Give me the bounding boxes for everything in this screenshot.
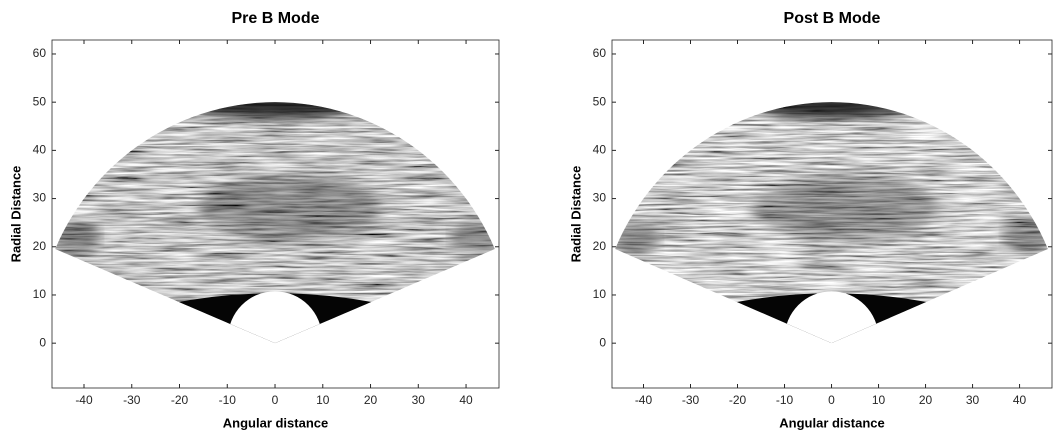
y-tick-label: 50 bbox=[593, 94, 607, 108]
x-tick-label: 20 bbox=[364, 393, 378, 407]
ultrasound-image bbox=[615, 102, 1048, 344]
x-tick-label: -30 bbox=[123, 393, 141, 407]
x-tick-label: -30 bbox=[682, 393, 700, 407]
y-tick-label: 0 bbox=[599, 335, 606, 349]
x-tick-label: -20 bbox=[171, 393, 189, 407]
x-tick-label: 40 bbox=[1013, 393, 1027, 407]
y-tick-label: 10 bbox=[33, 287, 47, 301]
side-shadow bbox=[450, 219, 495, 256]
x-tick-label: 10 bbox=[872, 393, 886, 407]
x-axis-label: Angular distance bbox=[223, 415, 328, 430]
side-shadow bbox=[615, 219, 660, 256]
x-tick-label: -40 bbox=[75, 393, 93, 407]
y-tick-label: 50 bbox=[33, 94, 47, 108]
lesion bbox=[198, 174, 381, 242]
x-tick-label: -10 bbox=[219, 393, 237, 407]
top-shadow bbox=[188, 102, 362, 119]
x-tick-label: 40 bbox=[459, 393, 473, 407]
y-axis-label: Radial Distance bbox=[8, 166, 23, 263]
y-tick-label: 40 bbox=[593, 143, 607, 157]
lesion bbox=[754, 174, 937, 242]
x-tick-label: 20 bbox=[919, 393, 933, 407]
side-shadow bbox=[55, 219, 100, 256]
transducer bbox=[784, 291, 879, 344]
y-tick-label: 40 bbox=[33, 143, 47, 157]
x-tick-label: 0 bbox=[272, 393, 279, 407]
y-tick-label: 20 bbox=[593, 239, 607, 253]
top-shadow bbox=[745, 102, 918, 119]
x-tick-label: 30 bbox=[966, 393, 980, 407]
x-tick-label: -40 bbox=[635, 393, 653, 407]
x-tick-label: 10 bbox=[316, 393, 330, 407]
ultrasound-image bbox=[55, 102, 495, 344]
x-tick-label: 0 bbox=[828, 393, 835, 407]
y-tick-label: 60 bbox=[593, 46, 607, 60]
chart-title: Post B Mode bbox=[784, 10, 881, 27]
transducer bbox=[227, 291, 323, 344]
side-shadow bbox=[1003, 219, 1048, 256]
x-tick-label: -10 bbox=[776, 393, 794, 407]
y-tick-label: 20 bbox=[33, 239, 47, 253]
x-tick-label: -20 bbox=[729, 393, 747, 407]
x-tick-label: 30 bbox=[412, 393, 426, 407]
x-axis-label: Angular distance bbox=[779, 415, 884, 430]
chart-title: Pre B Mode bbox=[231, 10, 319, 27]
y-tick-label: 0 bbox=[39, 335, 46, 349]
y-axis-label: Radial Distance bbox=[568, 166, 583, 263]
y-tick-label: 10 bbox=[593, 287, 607, 301]
y-tick-label: 30 bbox=[33, 191, 47, 205]
y-tick-label: 60 bbox=[33, 46, 47, 60]
y-tick-label: 30 bbox=[593, 191, 607, 205]
